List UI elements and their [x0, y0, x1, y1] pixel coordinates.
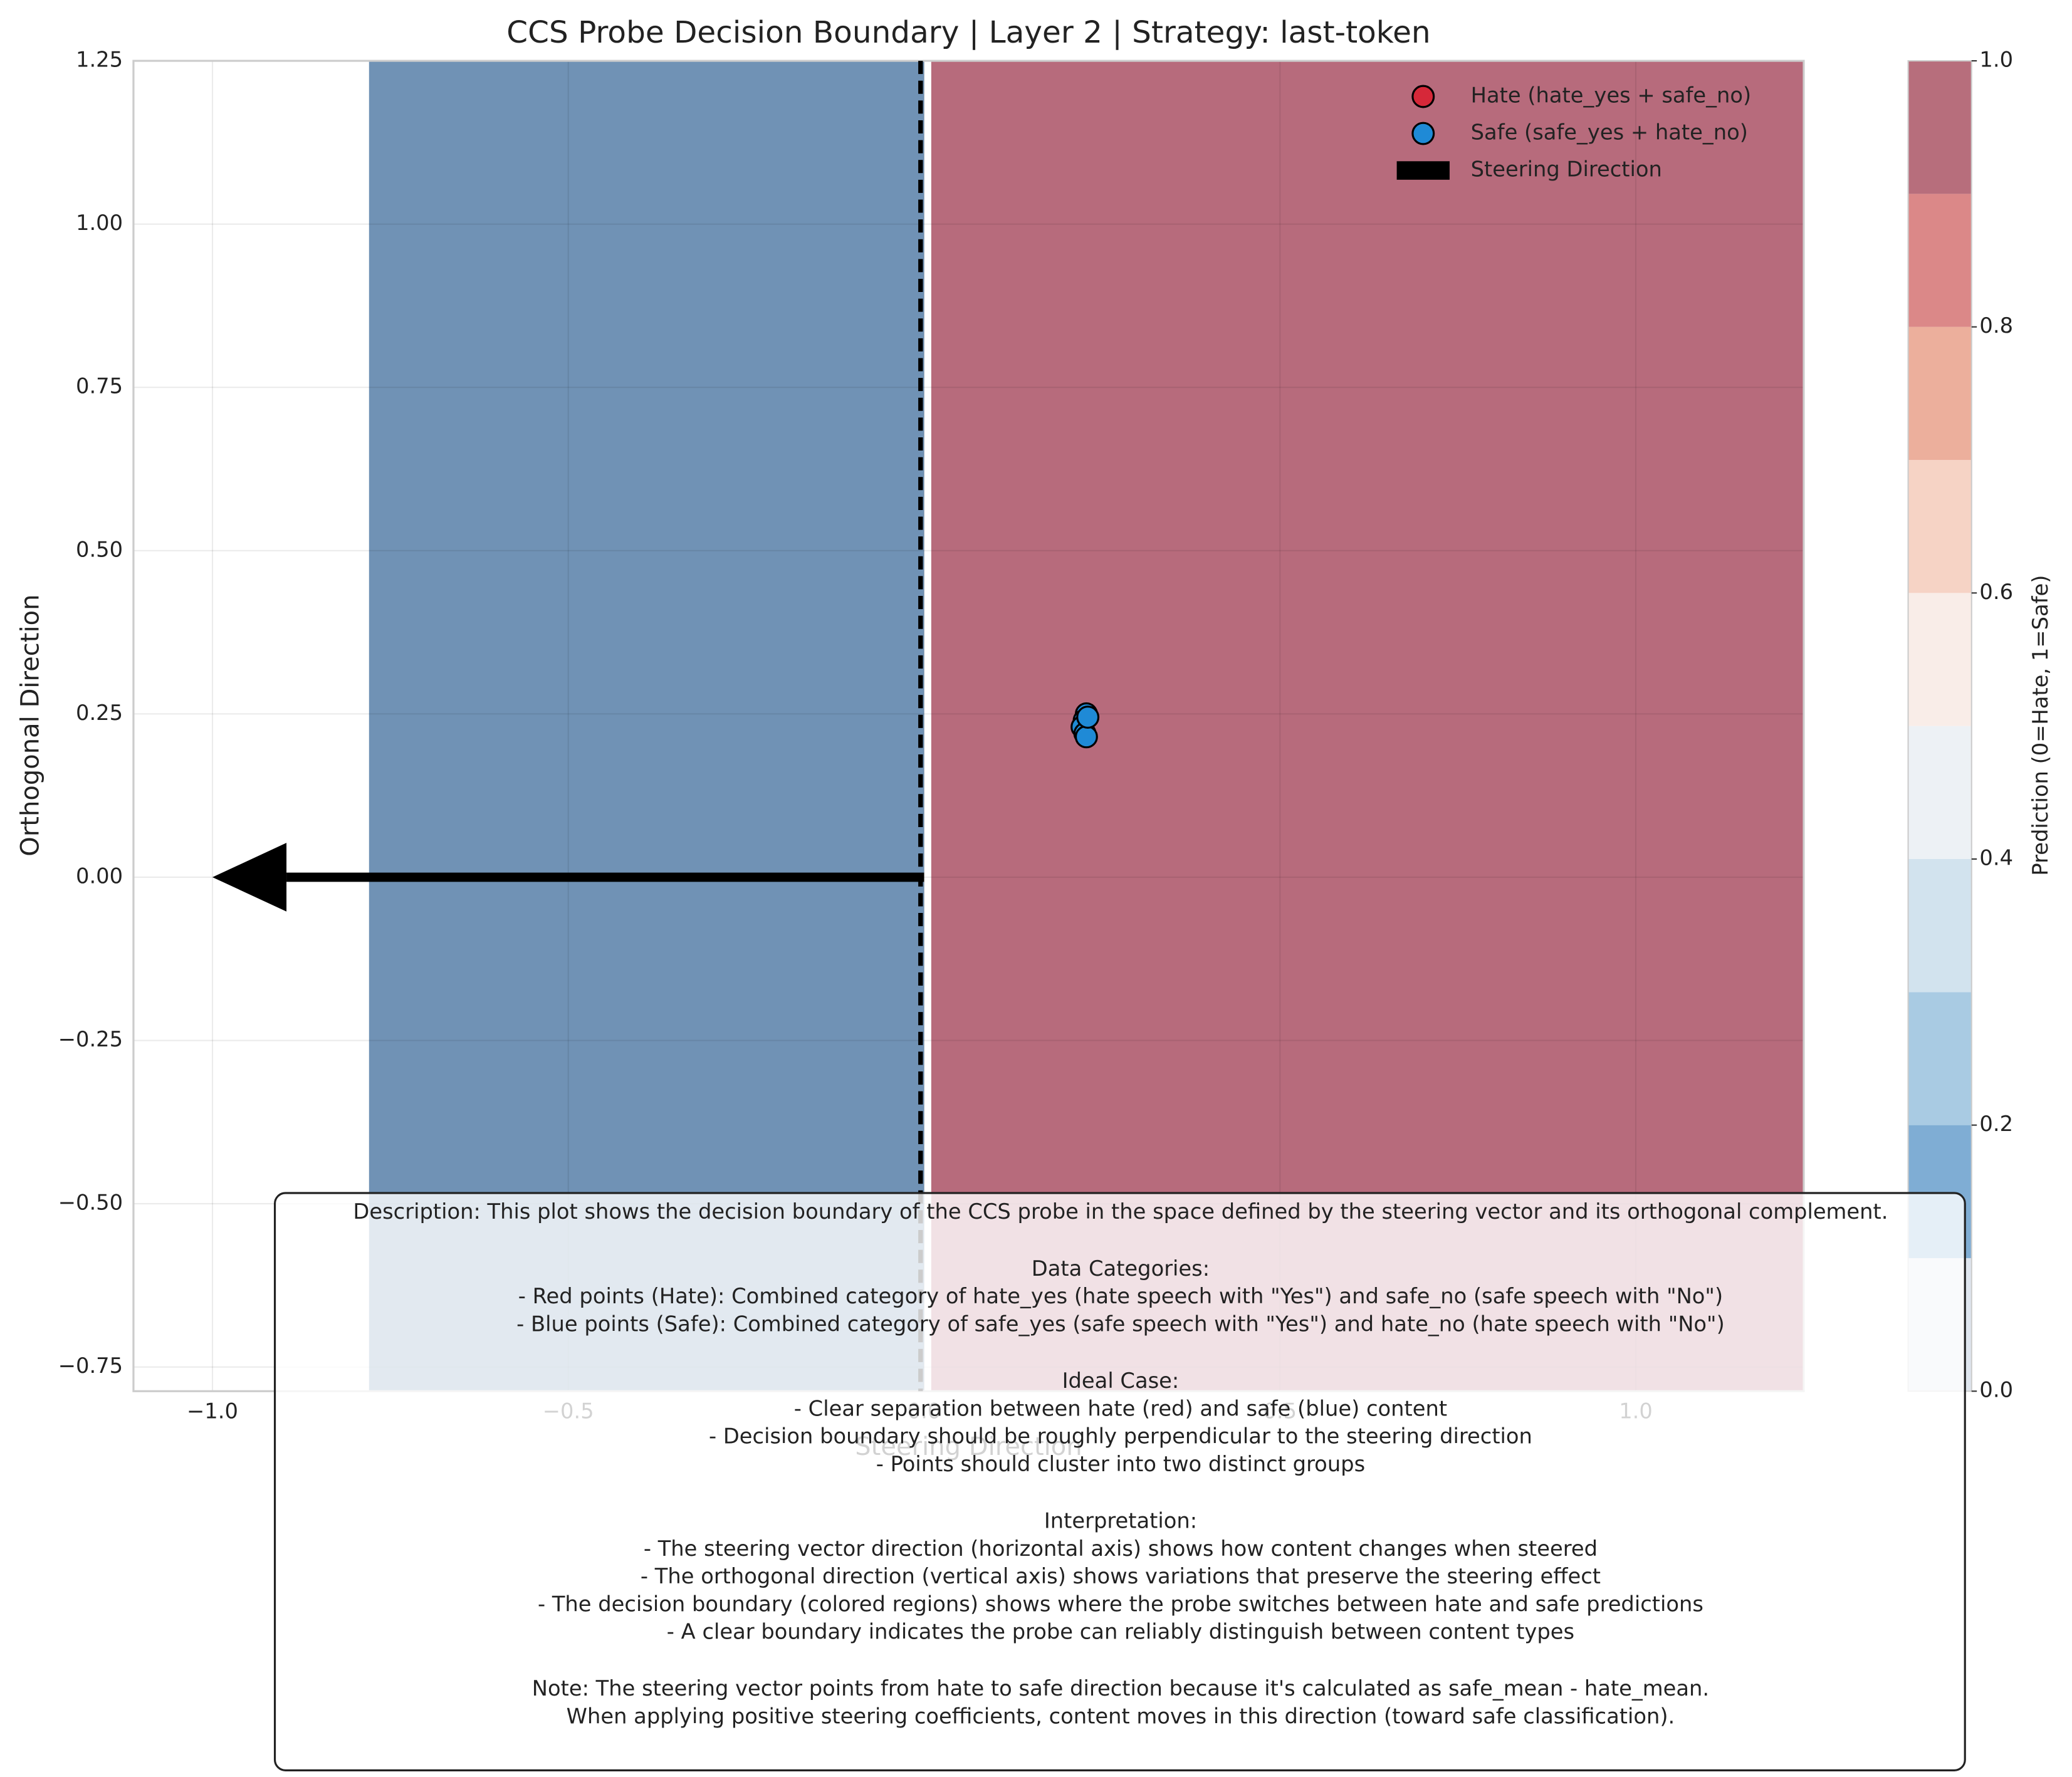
description-line: - A clear boundary indicates the probe c… — [667, 1620, 1574, 1644]
colorbar-level — [1908, 858, 1972, 993]
legend-label: Hate (hate_yes + safe_no) — [1471, 83, 1752, 108]
description-line: - Blue points (Safe): Combined category … — [516, 1311, 1725, 1336]
description-line: Description: This plot shows the decisio… — [353, 1199, 1888, 1224]
description-line: Ideal Case: — [1062, 1368, 1180, 1393]
y-tick-label: 0.75 — [76, 374, 123, 399]
y-tick-label: 1.25 — [76, 48, 123, 72]
colorbar-tick-label: 0.4 — [1979, 845, 2013, 870]
legend-marker — [1411, 122, 1435, 145]
legend-label: Steering Direction — [1471, 157, 1662, 182]
scatter-point — [1074, 725, 1098, 749]
description-box — [273, 1192, 1966, 1771]
description-line: When applying positive steering coeffici… — [567, 1704, 1675, 1729]
colorbar-level — [1908, 61, 1972, 194]
y-tick-label: 0.50 — [76, 537, 123, 561]
colorbar-label: Prediction (0=Hate, 1=Safe) — [2028, 575, 2053, 876]
description-line: Data Categories: — [1032, 1256, 1210, 1281]
description-line: - The orthogonal direction (vertical axi… — [641, 1564, 1601, 1588]
decision-region — [369, 61, 924, 1392]
colorbar-level — [1908, 726, 1972, 859]
colorbar-tick-label: 0.0 — [1979, 1378, 2013, 1402]
colorbar-level — [1908, 326, 1972, 461]
description-line: Note: The steering vector points from ha… — [532, 1676, 1709, 1701]
y-tick-label: 1.00 — [76, 211, 123, 235]
y-axis-label: Orthogonal Direction — [16, 595, 45, 857]
description-line: Interpretation: — [1044, 1508, 1197, 1533]
description-line: - Decision boundary should be roughly pe… — [709, 1424, 1532, 1449]
colorbar-level — [1908, 593, 1972, 726]
y-tick-label: 0.25 — [76, 701, 123, 725]
y-tick-label: −0.75 — [58, 1353, 123, 1378]
description-line: - The steering vector direction (horizon… — [644, 1536, 1598, 1561]
colorbar-tick-label: 0.6 — [1979, 580, 2013, 604]
x-tick-label: −1.0 — [187, 1399, 238, 1423]
colorbar-tick-label: 0.2 — [1979, 1112, 2013, 1136]
colorbar-level — [1908, 992, 1972, 1125]
colorbar-tick-label: 0.8 — [1979, 313, 2013, 338]
y-tick-label: 0.00 — [76, 863, 123, 888]
legend-marker — [1396, 161, 1450, 180]
decision-region — [931, 61, 1804, 1392]
colorbar-level — [1908, 460, 1972, 593]
colorbar-tick-label: 1.0 — [1979, 48, 2013, 72]
description-line: - The decision boundary (colored regions… — [538, 1592, 1703, 1616]
colorbar-level — [1908, 194, 1972, 327]
y-tick-label: −0.50 — [58, 1191, 123, 1215]
y-tick-label: −0.25 — [58, 1027, 123, 1051]
scatter-point — [1076, 706, 1100, 729]
description-line: - Points should cluster into two distinc… — [876, 1452, 1365, 1476]
description-line: - Clear separation between hate (red) an… — [794, 1396, 1447, 1420]
legend-marker — [1411, 85, 1435, 108]
steering-arrow-head — [212, 843, 287, 912]
description-line: - Red points (Hate): Combined category o… — [518, 1284, 1723, 1308]
legend-label: Safe (safe_yes + hate_no) — [1471, 120, 1748, 145]
chart-title: CCS Probe Decision Boundary | Layer 2 | … — [506, 15, 1430, 50]
